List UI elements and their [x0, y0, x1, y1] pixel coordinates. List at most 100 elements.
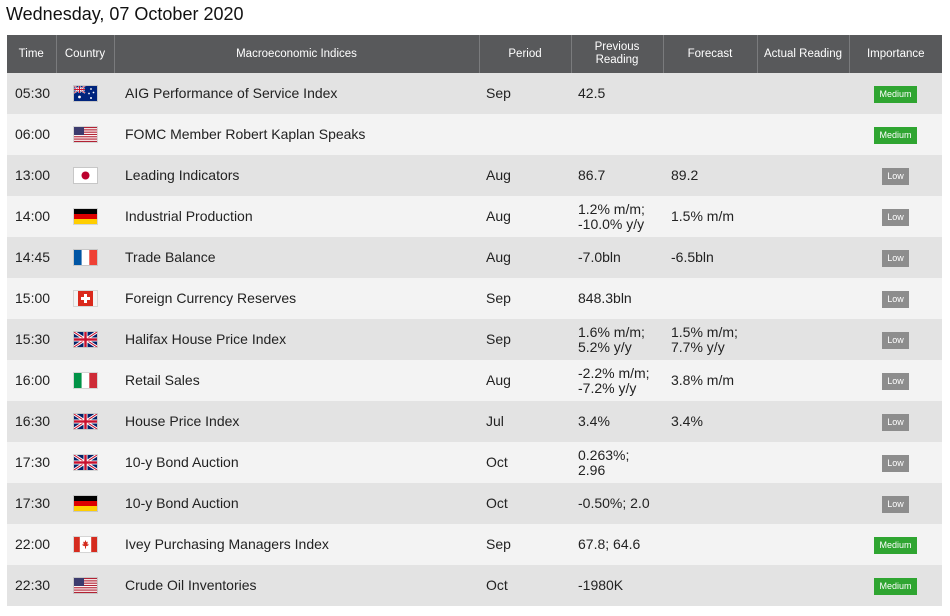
indicator-name: Industrial Production	[114, 196, 479, 237]
header-period[interactable]: Period	[479, 35, 572, 73]
period-cell: Sep	[479, 73, 571, 114]
time-cell: 13:00	[7, 155, 56, 196]
germany-flag-icon	[73, 209, 97, 225]
forecast-cell	[663, 278, 757, 319]
australia-flag-icon	[73, 85, 97, 102]
header-forecast[interactable]: Forecast	[663, 35, 758, 73]
germany-flag-icon	[73, 496, 97, 512]
importance-cell: Low	[849, 442, 942, 483]
table-row[interactable]: 22:30 Crude Oil Inventories Oct -1980K Mediu…	[7, 565, 942, 606]
period-cell: Aug	[479, 196, 571, 237]
importance-badge: Low	[882, 413, 909, 431]
time-cell: 15:30	[7, 319, 56, 360]
previous-reading-cell: 67.8; 64.6	[571, 524, 663, 565]
forecast-cell	[663, 524, 757, 565]
actual-reading-cell	[757, 278, 849, 319]
previous-reading-line: 2.96	[578, 461, 606, 478]
table-row[interactable]: 16:30 House Price Index Jul 3.4% 3.4% Low	[7, 401, 942, 442]
country-cell	[56, 524, 114, 565]
header-actual[interactable]: Actual Reading	[757, 35, 850, 73]
actual-reading-cell	[757, 524, 849, 565]
table-row[interactable]: 13:00 Leading Indicators Aug 86.7 89.2 Low	[7, 155, 942, 196]
forecast-cell	[663, 73, 757, 114]
country-cell	[56, 114, 114, 155]
period-cell: Aug	[479, 237, 571, 278]
time-cell: 14:00	[7, 196, 56, 237]
forecast-line: 3.8% m/m	[671, 372, 735, 388]
header-time[interactable]: Time	[7, 35, 57, 73]
table-row[interactable]: 14:45 Trade Balance Aug -7.0bln -6.5bln Low	[7, 237, 942, 278]
forecast-cell: 3.8% m/m	[663, 360, 757, 401]
country-cell	[56, 278, 114, 319]
indicator-name: AIG Performance of Service Index	[114, 73, 479, 114]
japan-flag-icon	[73, 168, 97, 184]
previous-reading-line: -10.0% y/y	[578, 215, 645, 232]
previous-reading-cell: 1.2% m/m; -10.0% y/y	[571, 196, 663, 237]
forecast-cell	[663, 114, 757, 155]
period-cell: Aug	[479, 360, 571, 401]
economic-calendar-table: Time Country Macroeconomic Indices Perio…	[7, 35, 942, 606]
indicator-name: Foreign Currency Reserves	[114, 278, 479, 319]
country-cell	[56, 73, 114, 114]
importance-badge: Low	[882, 495, 909, 513]
uk-flag-icon	[72, 331, 98, 349]
importance-cell: Low	[849, 155, 942, 196]
importance-cell: Low	[849, 483, 942, 524]
country-cell	[56, 360, 114, 401]
indicator-name: FOMC Member Robert Kaplan Speaks	[114, 114, 479, 155]
period-cell: Sep	[479, 319, 571, 360]
header-indices[interactable]: Macroeconomic Indices	[114, 35, 480, 73]
previous-reading-cell: -2.2% m/m; -7.2% y/y	[571, 360, 663, 401]
header-country[interactable]: Country	[56, 35, 115, 73]
previous-reading-line: 0.263%;	[578, 446, 630, 463]
actual-reading-cell	[757, 196, 849, 237]
forecast-cell: 1.5% m/m; 7.7% y/y	[663, 319, 757, 360]
indicator-name: Ivey Purchasing Managers Index	[114, 524, 479, 565]
table-row[interactable]: 14:00 Industrial Production Aug 1.2% m/m; -1…	[7, 196, 942, 237]
table-row[interactable]: 05:30 AIG Performance of Service Index Sep…	[7, 73, 942, 114]
previous-reading-line: -7.2% y/y	[578, 379, 637, 396]
importance-cell: Medium	[849, 73, 942, 114]
uk-flag-icon	[72, 454, 98, 472]
actual-reading-cell	[757, 319, 849, 360]
table-row[interactable]: 15:00 Foreign Currency Reserves Sep 848.3bl…	[7, 278, 942, 319]
country-cell	[56, 319, 114, 360]
previous-reading-line: 67.8; 64.6	[578, 536, 641, 552]
forecast-line: 7.7% y/y	[671, 338, 725, 355]
country-cell	[56, 155, 114, 196]
actual-reading-cell	[757, 565, 849, 606]
previous-reading-cell: 3.4%	[571, 401, 663, 442]
table-row[interactable]: 17:30 10-y Bond Auction Oct 0.263%; 2.96 Low	[7, 442, 942, 483]
time-cell: 16:00	[7, 360, 56, 401]
importance-cell: Low	[849, 278, 942, 319]
previous-reading-line: -2.2% m/m;	[578, 364, 650, 381]
importance-badge: Medium	[874, 577, 917, 595]
forecast-cell	[663, 442, 757, 483]
forecast-line: 89.2	[671, 167, 699, 183]
importance-cell: Medium	[849, 524, 942, 565]
table-row[interactable]: 17:30 10-y Bond Auction Oct -0.50%; 2.0 Low	[7, 483, 942, 524]
actual-reading-cell	[757, 73, 849, 114]
uk-flag-icon	[72, 413, 98, 431]
forecast-line: 3.4%	[671, 413, 703, 429]
indicator-name: Trade Balance	[114, 237, 479, 278]
importance-cell: Medium	[849, 114, 942, 155]
actual-reading-cell	[757, 483, 849, 524]
header-importance[interactable]: Importance	[849, 35, 942, 73]
period-cell: Oct	[479, 565, 571, 606]
table-row[interactable]: 06:00 FOMC Member Robert Kaplan Speaks Med…	[7, 114, 942, 155]
forecast-line: 1.5% m/m;	[671, 323, 738, 340]
previous-reading-cell: -7.0bln	[571, 237, 663, 278]
importance-badge: Medium	[874, 126, 917, 144]
table-row[interactable]: 22:00 Ivey Purchasing Managers Index Sep 67…	[7, 524, 942, 565]
indicator-name: Leading Indicators	[114, 155, 479, 196]
previous-reading-cell: -1980K	[571, 565, 663, 606]
importance-cell: Low	[849, 319, 942, 360]
indicator-name: Retail Sales	[114, 360, 479, 401]
header-previous[interactable]: Previous Reading	[571, 35, 664, 73]
previous-reading-line: 848.3bln	[578, 290, 632, 306]
canada-flag-icon	[73, 537, 97, 553]
table-row[interactable]: 15:30 Halifax House Price Index Sep 1.6% m/…	[7, 319, 942, 360]
time-cell: 05:30	[7, 73, 56, 114]
table-row[interactable]: 16:00 Retail Sales Aug -2.2% m/m; -7.2% y/y 3…	[7, 360, 942, 401]
